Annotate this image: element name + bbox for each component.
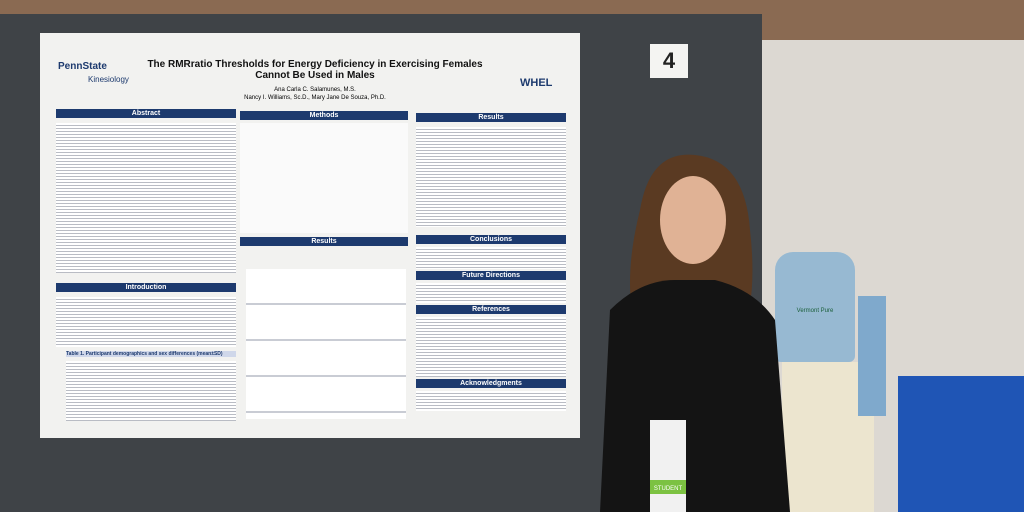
- face: [660, 176, 726, 264]
- text-block: [416, 247, 566, 269]
- section-header: Methods: [240, 111, 408, 120]
- logo: PennState: [58, 61, 107, 72]
- text-block: [56, 123, 236, 273]
- section-header: Results: [416, 113, 566, 122]
- text-block: [416, 391, 566, 411]
- board-number: 4: [650, 44, 688, 78]
- jacket: [600, 280, 790, 512]
- badge-text: STUDENT: [654, 486, 683, 492]
- water-jug: [775, 252, 855, 362]
- badge-stripe: [650, 480, 686, 494]
- badge: [650, 420, 686, 512]
- author: Ana Carla C. Salamunes, M.S.: [274, 87, 356, 93]
- text-block: [416, 317, 566, 377]
- methods-graphic: [240, 123, 408, 233]
- person: STUDENT: [600, 154, 790, 512]
- section-header: Acknowledgments: [416, 379, 566, 388]
- text-block: [56, 297, 236, 347]
- water-brand: Vermont Pure: [796, 308, 834, 314]
- table-caption: Table 1. Participant demographics and se…: [66, 351, 236, 357]
- section-header: Introduction: [56, 283, 236, 292]
- section-header: Conclusions: [416, 235, 566, 244]
- section-header: References: [416, 305, 566, 314]
- table: [66, 361, 236, 421]
- poster-title: The RMRratio Thresholds for Energy Defic…: [147, 59, 483, 81]
- cup-dispenser: [858, 296, 886, 416]
- recycling-bin: [898, 376, 1024, 512]
- department: Kinesiology: [88, 75, 129, 84]
- poster: PennState Kinesiology The RMRratio Thres…: [40, 33, 580, 438]
- author: Nancy I. Williams, Sc.D., Mary Jane De S…: [244, 95, 386, 101]
- text-block: [416, 283, 566, 303]
- section-header: Results: [240, 237, 408, 246]
- section-header: Abstract: [56, 109, 236, 118]
- lab-logo: WHEL: [520, 77, 553, 89]
- scatter-plots: [246, 269, 406, 419]
- text-block: [416, 127, 566, 227]
- section-header: Future Directions: [416, 271, 566, 280]
